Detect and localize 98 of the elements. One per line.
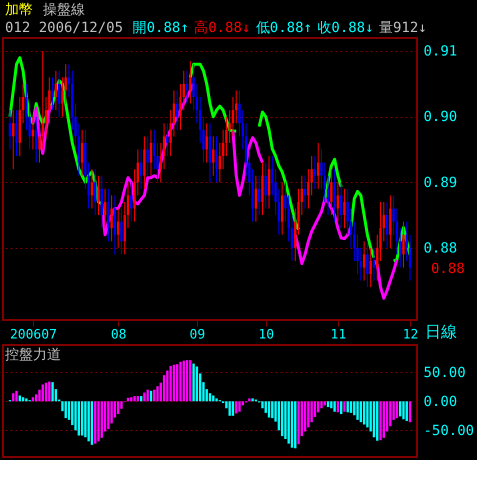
- y-tick-label: -50.00: [424, 422, 474, 439]
- bar: [90, 401, 94, 445]
- bar: [130, 397, 132, 402]
- bar: [326, 401, 330, 408]
- y-tick-label: 0.88: [424, 240, 458, 256]
- bar: [51, 382, 54, 402]
- text: 日線: [425, 322, 457, 341]
- bar: [32, 397, 34, 402]
- x-tick-label: 200607: [10, 328, 57, 342]
- chart-title: 控盤力道: [5, 347, 61, 363]
- bar: [94, 401, 96, 444]
- bar: [360, 401, 362, 422]
- bar: [215, 398, 218, 402]
- bar: [280, 401, 284, 436]
- bar: [343, 401, 346, 412]
- bar: [182, 360, 185, 402]
- y-tick-label: 0.00: [424, 394, 458, 410]
- x-tick-label: 08: [110, 328, 127, 342]
- text: 低0.88↑: [256, 20, 312, 36]
- candlestick: [12, 110, 14, 170]
- candlestick: [369, 247, 372, 288]
- text: 開0.88↑: [132, 20, 189, 36]
- bar: [284, 401, 287, 440]
- text: 高0.88↓: [194, 20, 250, 36]
- candlestick: [386, 201, 388, 248]
- bar: [169, 366, 172, 402]
- bar: [84, 401, 87, 438]
- bar: [382, 401, 385, 438]
- bar: [362, 401, 366, 425]
- bar: [196, 366, 198, 402]
- bar: [172, 364, 176, 402]
- bar: [248, 398, 251, 402]
- bar: [376, 401, 378, 441]
- text: 量912↓: [379, 20, 427, 36]
- candlestick: [317, 142, 320, 190]
- y-tick-label: 50.00: [424, 364, 466, 381]
- candlestick: [212, 136, 214, 176]
- bar: [356, 401, 359, 420]
- bar: [288, 401, 290, 444]
- bar: [333, 401, 336, 412]
- bar: [406, 401, 408, 422]
- y-tick-label: 0.91: [424, 44, 458, 60]
- bar: [153, 390, 156, 402]
- y-tick-label: 0.90: [424, 109, 458, 126]
- bar: [235, 401, 238, 414]
- bar: [324, 401, 326, 406]
- bar: [176, 364, 178, 402]
- bar: [140, 396, 142, 402]
- candlestick: [80, 129, 84, 176]
- candlestick: [54, 70, 58, 111]
- candlestick: [314, 156, 316, 190]
- bar: [366, 401, 369, 428]
- bar: [87, 401, 90, 442]
- bar: [212, 395, 214, 402]
- bar: [192, 364, 195, 402]
- bar: [116, 401, 120, 414]
- bar: [340, 401, 342, 414]
- bar: [346, 401, 349, 412]
- candlestick: [90, 168, 94, 210]
- bar: [25, 398, 28, 402]
- bar: [330, 401, 333, 408]
- bar: [294, 401, 296, 448]
- bar: [12, 393, 14, 402]
- chart-title: 加幣: [5, 2, 33, 18]
- candlestick: [206, 122, 208, 164]
- candlestick: [215, 136, 218, 183]
- bar: [64, 401, 67, 418]
- candlestick: [94, 168, 96, 216]
- bar: [396, 401, 398, 418]
- bar: [136, 396, 140, 402]
- bar: [189, 360, 192, 402]
- bar: [271, 401, 274, 418]
- bar: [228, 401, 231, 416]
- chart-subtitle: 操盤線: [43, 2, 85, 18]
- x-tick-label: 09: [190, 328, 206, 342]
- bar: [398, 401, 402, 416]
- bar: [146, 390, 149, 402]
- bar: [336, 401, 340, 412]
- bar: [22, 397, 24, 402]
- y-tick-label: 0.89: [424, 174, 458, 191]
- bar: [251, 398, 254, 402]
- bar: [100, 401, 103, 438]
- candlestick: [51, 76, 54, 111]
- bar: [143, 392, 146, 402]
- x-tick-label: 10: [258, 328, 274, 342]
- text: 012 2006/12/05: [5, 20, 124, 36]
- bar: [78, 401, 80, 436]
- bar: [80, 401, 84, 436]
- bar: [48, 382, 51, 402]
- x-tick-label: 12: [402, 328, 418, 342]
- bar: [307, 401, 310, 428]
- bar: [18, 395, 22, 402]
- candlestick: [58, 70, 60, 118]
- x-tick-label: 11: [330, 328, 346, 342]
- bar: [133, 396, 136, 402]
- bar: [42, 384, 44, 402]
- bar: [107, 401, 110, 430]
- text: 收0.88↓: [317, 20, 374, 36]
